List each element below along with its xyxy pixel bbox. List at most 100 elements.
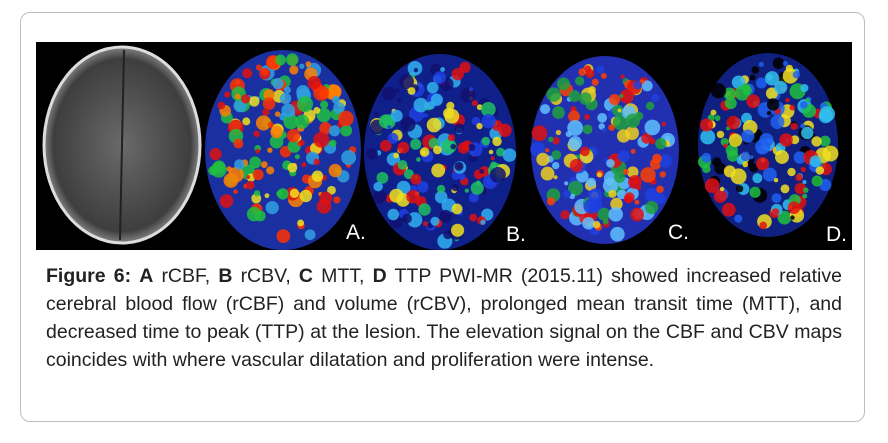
map-speckle bbox=[771, 208, 780, 216]
map-speckle bbox=[289, 65, 299, 75]
map-speckle bbox=[283, 86, 291, 94]
map-speckle bbox=[208, 165, 218, 176]
map-speckle bbox=[320, 100, 329, 109]
map-speckle bbox=[714, 115, 721, 121]
perfusion-maps bbox=[205, 50, 839, 250]
map-speckle bbox=[436, 184, 446, 194]
caption-key: D bbox=[372, 265, 387, 287]
map-speckle bbox=[233, 189, 238, 194]
map-speckle bbox=[441, 138, 457, 154]
map-speckle bbox=[624, 192, 635, 203]
map-speckle bbox=[311, 170, 324, 182]
map-speckle bbox=[633, 80, 642, 90]
map-speckle bbox=[299, 63, 305, 69]
map-speckle bbox=[608, 207, 623, 222]
map-speckle bbox=[617, 149, 630, 163]
map-speckle bbox=[799, 101, 808, 109]
map-speckle bbox=[433, 145, 442, 155]
map-speckle bbox=[481, 113, 497, 129]
map-speckle bbox=[252, 169, 264, 181]
map-speckle bbox=[209, 148, 222, 161]
map-speckle bbox=[568, 110, 580, 123]
map-speckle bbox=[260, 68, 269, 76]
map-speckle bbox=[626, 166, 639, 178]
caption-key: C bbox=[298, 265, 314, 287]
map-speckle bbox=[602, 177, 619, 194]
map-speckle bbox=[597, 207, 611, 221]
map-speckle bbox=[556, 77, 571, 91]
map-speckle bbox=[379, 139, 392, 152]
map-speckle bbox=[319, 191, 333, 205]
map-speckle bbox=[253, 130, 260, 138]
map-speckle bbox=[644, 200, 659, 215]
map-speckle bbox=[719, 186, 725, 192]
map-speckle bbox=[751, 66, 760, 74]
map-speckle bbox=[304, 229, 316, 241]
figure-frame bbox=[20, 12, 865, 422]
map-speckle bbox=[283, 114, 299, 130]
map-speckle bbox=[582, 124, 593, 135]
map-speckle bbox=[245, 180, 255, 190]
map-speckle bbox=[386, 124, 392, 130]
map-speckle bbox=[741, 129, 755, 143]
map-speckle bbox=[530, 141, 545, 157]
map-speckle bbox=[616, 129, 631, 143]
map-speckle bbox=[811, 136, 822, 147]
map-speckle bbox=[592, 220, 601, 229]
map-speckle bbox=[471, 100, 478, 107]
map-speckle bbox=[413, 97, 429, 113]
map-speckle bbox=[809, 155, 822, 168]
map-speckle bbox=[756, 77, 768, 89]
map-speckle bbox=[224, 91, 231, 98]
map-speckle bbox=[289, 188, 300, 199]
map-speckle bbox=[297, 96, 314, 113]
map-speckle bbox=[619, 93, 624, 99]
figure-caption: Figure 6: A rCBF, B rCBV, C MTT, D TTP P… bbox=[46, 262, 842, 374]
caption-text: rCBF, bbox=[161, 265, 211, 287]
map-speckle bbox=[793, 151, 807, 164]
map-speckle bbox=[819, 106, 836, 122]
map-speckle bbox=[801, 126, 814, 140]
map-speckle bbox=[479, 169, 484, 174]
map-speckle bbox=[410, 173, 422, 185]
caption-label: Figure 6: bbox=[46, 265, 132, 287]
map-speckle bbox=[794, 182, 807, 195]
map-speckle bbox=[800, 166, 806, 173]
map-speckle bbox=[298, 139, 305, 146]
map-speckle bbox=[255, 115, 272, 131]
map-speckle bbox=[396, 98, 402, 103]
map-speckle bbox=[568, 136, 583, 150]
map-speckle bbox=[248, 96, 260, 107]
map-speckle bbox=[728, 133, 743, 147]
panel-label: C. bbox=[668, 221, 689, 244]
map-speckle bbox=[470, 181, 484, 195]
map-speckle bbox=[655, 138, 667, 150]
map-speckle bbox=[540, 166, 555, 181]
map-speckle bbox=[792, 70, 801, 79]
map-speckle bbox=[645, 101, 655, 111]
map-speckle bbox=[811, 175, 823, 187]
map-speckle bbox=[540, 104, 551, 115]
map-speckle bbox=[531, 125, 548, 142]
map-speckle bbox=[555, 129, 562, 136]
map-speckle bbox=[489, 166, 506, 183]
map-speckle bbox=[480, 219, 486, 225]
map-speckle bbox=[654, 192, 666, 205]
map-speckle bbox=[458, 173, 466, 181]
map-speckle bbox=[770, 115, 785, 130]
map-speckle bbox=[297, 219, 305, 227]
map-speckle bbox=[596, 65, 605, 74]
map-speckle bbox=[552, 106, 565, 119]
map-speckle bbox=[548, 136, 554, 143]
map-speckle bbox=[223, 173, 239, 188]
panel-label: B. bbox=[506, 223, 526, 246]
map-speckle bbox=[426, 101, 435, 110]
map-speckle bbox=[630, 207, 645, 222]
map-speckle bbox=[276, 229, 291, 244]
map-speckle bbox=[286, 129, 301, 143]
map-speckle bbox=[787, 167, 796, 177]
map-speckle bbox=[267, 121, 274, 128]
map-speckle bbox=[270, 125, 283, 139]
map-speckle bbox=[630, 148, 636, 154]
map-speckle bbox=[591, 78, 599, 86]
